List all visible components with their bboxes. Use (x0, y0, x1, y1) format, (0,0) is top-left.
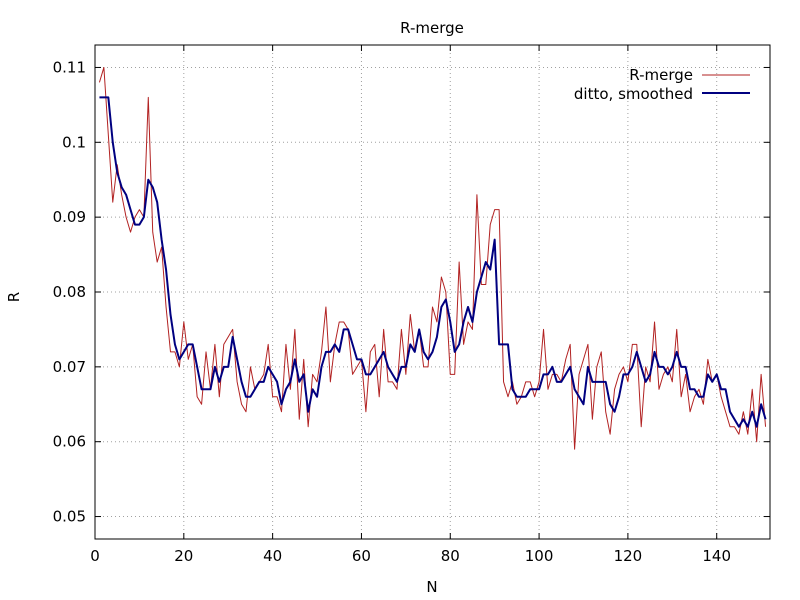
series-line-r-merge (98, 66, 767, 450)
legend-entry-smoothed: ditto, smoothed (574, 85, 750, 103)
x-tick-label: 40 (263, 547, 282, 565)
x-tick-label: 120 (614, 547, 643, 565)
x-tick-label: 140 (702, 547, 731, 565)
y-tick-label: 0.1 (62, 133, 86, 151)
y-tick-label: 0.08 (53, 283, 86, 301)
y-tick-label: 0.06 (53, 433, 86, 451)
x-tick-label: 100 (525, 547, 554, 565)
y-tick-label: 0.05 (53, 508, 86, 526)
y-axis-label: R (5, 292, 23, 302)
x-tick-label: 0 (90, 547, 100, 565)
grid-layer (95, 45, 770, 539)
y-tick-labels: 0.05 0.06 0.07 0.08 0.09 0.1 0.11 (53, 58, 86, 525)
legend-label-smoothed: ditto, smoothed (574, 85, 693, 103)
x-tick-label: 80 (441, 547, 460, 565)
x-axis-label: N (426, 578, 437, 596)
legend: R-merge ditto, smoothed (574, 66, 750, 103)
legend-entry-r-merge: R-merge (629, 66, 750, 84)
plot-frame (94, 44, 771, 540)
y-tick-label: 0.11 (53, 58, 86, 76)
series-line-smoothed (99, 96, 767, 428)
x-tick-labels: 0 20 40 60 80 100 120 140 (90, 547, 731, 565)
legend-label-r-merge: R-merge (629, 66, 693, 84)
chart-title: R-merge (400, 19, 464, 37)
ticks-layer (94, 45, 770, 539)
y-tick-label: 0.07 (53, 358, 86, 376)
x-tick-label: 20 (174, 547, 193, 565)
y-tick-label: 0.09 (53, 208, 86, 226)
series-layer (98, 66, 767, 450)
x-tick-label: 60 (352, 547, 371, 565)
